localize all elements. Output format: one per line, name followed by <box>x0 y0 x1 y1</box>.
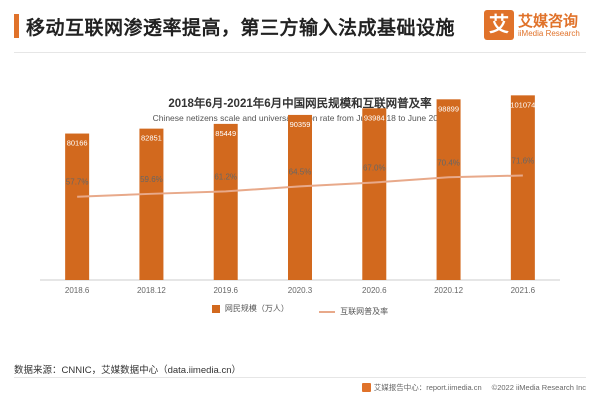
logo-mark: 艾 <box>484 10 514 40</box>
legend-item-rate: 互联网普及率 <box>319 306 388 317</box>
brand-logo: 艾 艾媒咨询 iiMedia Research <box>484 10 592 44</box>
bar-label-2021.6: 101074 <box>510 100 535 109</box>
footer-divider <box>14 377 586 378</box>
chart-legend: 网民规模（万人） 互联网普及率 <box>0 303 600 317</box>
bar-label-2018.6: 80166 <box>67 139 88 148</box>
x-tick-2020.3: 2020.3 <box>288 286 313 295</box>
legend-bar-swatch <box>211 304 220 313</box>
rate-label-2021.6: 71.6% <box>512 156 535 165</box>
bar-2020.12 <box>436 99 461 280</box>
footer-report-center: 艾媒报告中心：report.iimedia.cn <box>373 383 482 392</box>
footer-logo-icon <box>361 383 371 392</box>
bar-label-2020.6: 93984 <box>364 113 385 122</box>
page-title: 移动互联网渗透率提高，第三方输入法成基础设施 <box>26 18 456 39</box>
bar-2020.3 <box>288 114 312 281</box>
rate-label-2020.3: 64.5% <box>289 167 312 176</box>
chart-title: 2018年6月-2021年6月中国网民规模和互联网普及率 <box>168 98 432 110</box>
bar-label-2018.12: 82851 <box>141 134 162 143</box>
legend-label-netizens: 网民规模（万人） <box>224 304 289 313</box>
bar-2019.6 <box>213 123 238 280</box>
x-tick-2021.6: 2021.6 <box>511 286 536 295</box>
rate-label-2018.12: 59.6% <box>140 175 163 184</box>
footer-copyright: ©2022 iiMedia Research Inc <box>491 383 586 392</box>
data-source: 数据来源：CNNIC，艾媒数据中心（data.iimedia.cn） <box>14 365 241 376</box>
bar-2020.6 <box>362 108 387 280</box>
x-tick-2018.6: 2018.6 <box>65 286 90 295</box>
rate-label-2020.6: 67.0% <box>363 163 386 172</box>
legend-item-netizens: 网民规模（万人） <box>211 303 289 314</box>
x-tick-2018.12: 2018.12 <box>137 286 166 295</box>
rate-line <box>77 174 523 198</box>
title-accent-bar <box>14 14 19 38</box>
bar-label-2020.3: 90359 <box>290 120 311 129</box>
rate-label-2020.12: 70.4% <box>437 158 460 167</box>
bar-label-2019.6: 85449 <box>215 129 236 138</box>
rate-label-2019.6: 61.2% <box>214 172 237 181</box>
bar-label-2020.12: 98899 <box>438 104 459 113</box>
x-tick-2020.12: 2020.12 <box>434 286 463 295</box>
logo-cn-text: 艾媒咨询 <box>518 13 579 30</box>
bar-2018.6 <box>65 133 90 280</box>
legend-line-swatch <box>319 310 336 313</box>
footer: 艾媒报告中心：report.iimedia.cn ©2022 iiMedia R… <box>361 382 586 393</box>
legend-label-rate: 互联网普及率 <box>340 307 389 316</box>
x-tick-2019.6: 2019.6 <box>213 286 238 295</box>
rate-label-2018.6: 57.7% <box>66 178 89 187</box>
bar-2021.6 <box>510 95 535 280</box>
x-tick-2020.6: 2020.6 <box>362 286 387 295</box>
header-divider <box>14 52 586 53</box>
bar-2018.12 <box>139 128 164 280</box>
logo-en-text: iiMedia Research <box>518 29 580 38</box>
